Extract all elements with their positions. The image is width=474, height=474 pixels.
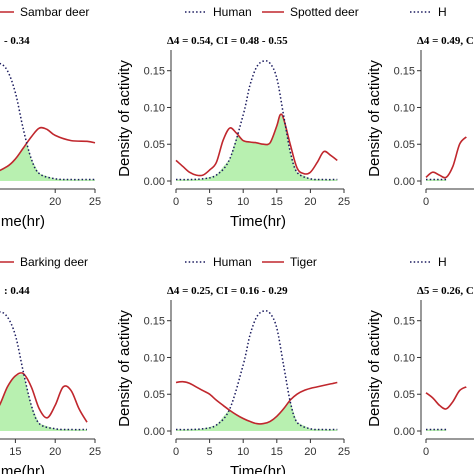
x-tick-label: 20 [49,446,61,458]
x-tick-label: 0 [173,446,179,458]
legend-label: Human [213,255,252,269]
y-tick-label: 0.10 [144,102,165,114]
y-tick-label: 0.05 [394,139,415,151]
overlap-area [0,373,87,431]
panel-6: 0.00 0.05 0.10 0.15 Density of activity 0 Δ5 =… [366,255,474,458]
y-tick-label: 0.15 [144,316,165,328]
legend-label: Tiger [290,255,317,269]
series-line-barking-deer [0,372,88,423]
x-axis-title: Time(hr) [0,463,45,474]
overlap-statistic: Δ4 = 0.25, CI = 0.16 - 0.29 [167,285,288,297]
plot-area [425,136,467,181]
x-tick-label: 0 [423,446,429,458]
y-tick-label: 0.00 [144,176,165,188]
y-axis-title: Density of activity [116,310,133,427]
panel-3: 0.00 0.05 0.10 0.15 Density of activity 0 Δ4 =… [366,5,474,208]
overlap-area [426,179,447,181]
y-axis-title: Density of activity [366,60,383,177]
legend-label: H [438,255,447,269]
series-line-human [175,310,338,431]
x-tick-label: 5 [207,196,213,208]
y-tick-label: 0.15 [144,66,165,78]
series-line-species [425,386,467,410]
y-tick-label: 0.05 [144,139,165,151]
panel-1: 20 25 Time(hr) - 0.34 Sambar deer [0,5,101,230]
panel-2: 0.00 0.05 0.10 0.15 Density of activity 0 5 10 1… [116,5,359,230]
series-line-human [175,60,338,181]
y-axis-title: Density of activity [116,60,133,177]
plot-area [0,62,96,181]
panel-4: 15 20 25 Time(hr) : 0.44 Barking deer [0,255,101,474]
plot-area [425,386,467,431]
y-tick-label: 0.10 [394,352,415,364]
y-tick-label: 0.10 [144,352,165,364]
y-tick-label: 0.15 [394,316,415,328]
overlap-statistic: Δ4 = 0.49, CI [417,35,474,47]
legend-label: Spotted deer [290,5,359,19]
x-tick-label: 25 [89,196,101,208]
overlap-area [176,114,338,181]
y-tick-label: 0.15 [394,66,415,78]
y-tick-label: 0.00 [394,426,415,438]
legend-label: Human [213,5,252,19]
series-line-human [0,311,88,431]
y-axis-title: Density of activity [366,310,383,427]
legend-label: H [438,5,447,19]
overlap-statistic: Δ5 = 0.26, CI [417,285,474,297]
x-axis-title: Time(hr) [230,463,286,474]
x-tick-label: 15 [271,446,283,458]
x-tick-label: 20 [49,196,61,208]
overlap-area [0,144,95,181]
x-tick-label: 25 [89,446,101,458]
series-line-sambar-deer [0,126,96,172]
x-tick-label: 0 [173,196,179,208]
x-tick-label: 5 [207,446,213,458]
plot-area [175,310,338,431]
overlap-statistic: - 0.34 [4,35,30,47]
x-tick-label: 15 [9,446,21,458]
x-tick-label: 0 [423,196,429,208]
legend-label: Sambar deer [20,5,89,19]
x-tick-label: 10 [237,196,249,208]
plot-area [0,311,88,431]
x-tick-label: 25 [338,196,350,208]
y-tick-label: 0.05 [144,389,165,401]
series-line-tiger [175,380,338,425]
overlap-area [176,401,338,431]
y-tick-label: 0.10 [394,102,415,114]
y-tick-label: 0.00 [144,426,165,438]
plot-area [175,60,338,181]
panel-5: 0.00 0.05 0.10 0.15 Density of activity 0 5 10 1… [116,255,350,474]
x-tick-label: 20 [304,446,316,458]
x-tick-label: 10 [237,446,249,458]
x-tick-label: 15 [271,196,283,208]
series-line-species [425,136,467,179]
overlap-area [426,429,447,431]
overlap-statistic: Δ4 = 0.54, CI = 0.48 - 0.55 [167,35,288,47]
legend-label: Barking deer [20,255,88,269]
series-line-spotted-deer [175,113,338,177]
x-tick-label: 20 [304,196,316,208]
overlap-statistic: : 0.44 [4,285,30,297]
x-axis-title: Time(hr) [230,213,286,230]
x-axis-title: Time(hr) [0,213,45,230]
y-tick-label: 0.00 [394,176,415,188]
x-tick-label: 25 [338,446,350,458]
y-tick-label: 0.05 [394,389,415,401]
